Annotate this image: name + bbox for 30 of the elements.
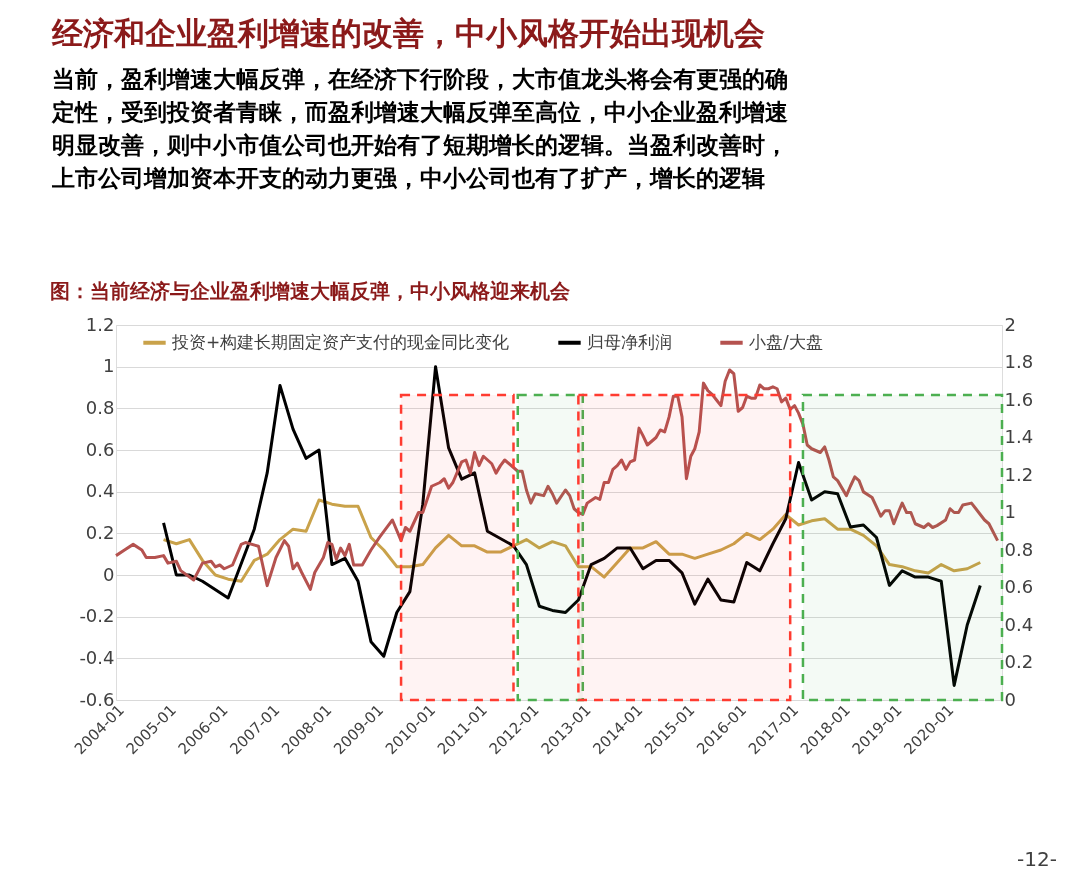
legend-label: 小盘/大盘 [749, 331, 823, 352]
line-series [162, 498, 982, 583]
y2-tick-label: 0.8 [1004, 538, 1034, 560]
y2-tick-label: 1.6 [1004, 388, 1034, 410]
y2-tick-label: 1.4 [1004, 426, 1034, 447]
y-tick-label: -0.4 [79, 646, 115, 668]
line-series [114, 368, 1000, 591]
y2-tick-label: 0.4 [1004, 613, 1034, 635]
y-tick-label: 0.4 [85, 480, 115, 502]
y2-tick-label: 2 [1004, 313, 1016, 335]
y-tick-label: 0 [103, 563, 115, 585]
y2-tick-label: 1.8 [1004, 351, 1034, 372]
line-series [162, 365, 982, 687]
y-tick-label: 1 [103, 355, 115, 377]
chart-subtitle: 当前，盈利增速大幅反弹，在经济下行阶段，大市值龙头将会有更强的确定性，受到投资者青睐，而盈利增速大幅反弹至高位，中小企业盈利增速明显改善，则中小市值公司也开始有了短期增长的逻辑。当盈利改善时，上市公司增加资本开支的动力更强，中小公司也有了扩产，增长的逻辑 [51, 66, 788, 191]
y-tick-label: 0.6 [85, 438, 115, 460]
text: 图：当前经济与企业盈利增速大幅反弹，中小风格迎来机会 [50, 279, 571, 303]
y2-tick-label: 0 [1004, 688, 1016, 710]
y2-tick-label: 0.6 [1004, 576, 1034, 597]
y-tick-label: -0.2 [79, 605, 115, 627]
y-tick-label: 0.2 [85, 521, 115, 543]
legend-label: 投资+构建长期固定资产支付的现金同比变化 [171, 331, 510, 352]
y-tick-label: 0.8 [85, 396, 115, 418]
y2-tick-label: 1 [1004, 501, 1016, 522]
y2-tick-label: 0.2 [1004, 651, 1034, 672]
text: -12- [1017, 847, 1057, 871]
legend-label: 归母净利润 [587, 331, 672, 352]
chart-title: 经济和企业盈利增速的改善，中小风格开始出现机会 [51, 15, 765, 51]
y-tick-label: 1.2 [85, 313, 115, 335]
y2-tick-label: 1.2 [1004, 463, 1034, 485]
